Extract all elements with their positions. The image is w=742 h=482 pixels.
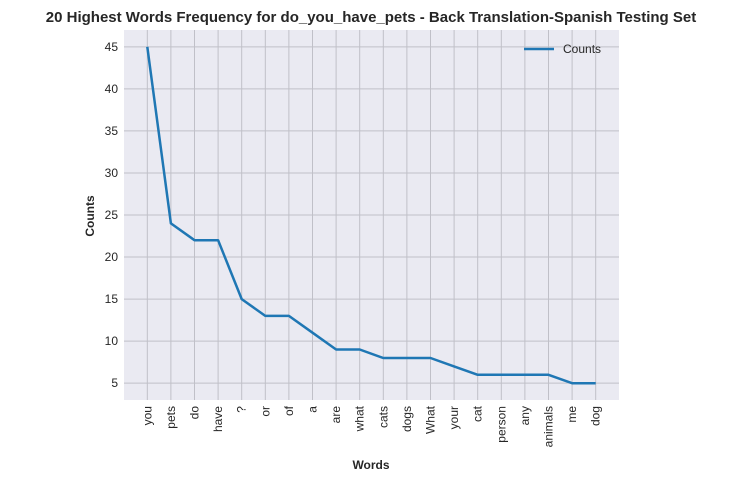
x-tick-label: what (353, 405, 367, 432)
y-tick-label: 35 (105, 124, 119, 138)
x-tick-label: of (282, 405, 296, 416)
x-tick-label: dogs (400, 406, 414, 432)
series-line-counts (146, 46, 596, 385)
chart-title: 20 Highest Words Frequency for do_you_ha… (46, 9, 696, 26)
x-tick-label: you (140, 406, 154, 425)
x-tick-label: dog (589, 406, 603, 426)
y-tick-label: 45 (105, 40, 119, 54)
y-tick-label: 15 (105, 292, 119, 306)
legend: Counts (524, 42, 601, 56)
y-tick-label: 30 (105, 166, 119, 180)
x-tick-label: a (306, 406, 320, 413)
x-tick-label: cat (471, 405, 485, 422)
y-tick-label: 40 (105, 82, 119, 96)
x-tick-label: animals (542, 406, 556, 447)
x-tick-label: your (447, 406, 461, 429)
x-tick-label: cats (376, 406, 390, 428)
y-axis-label: Counts (83, 195, 97, 237)
x-tick-label: ? (235, 406, 249, 413)
y-tick-label: 5 (111, 376, 118, 390)
x-tick-label: do (188, 406, 202, 420)
x-tick-label: me (565, 406, 579, 423)
x-tick-label: What (424, 405, 438, 434)
x-tick-label: or (258, 406, 272, 417)
legend-label-counts: Counts (563, 42, 601, 56)
x-tick-label: any (518, 406, 532, 425)
x-tick-label: person (494, 406, 508, 443)
x-tick-labels: you pets do have? or of a are what cats dogs What yo… (140, 405, 602, 447)
x-tick-label: pets (164, 406, 178, 429)
x-axis-label: Words (352, 458, 389, 472)
x-tick-label: have (211, 406, 225, 432)
y-tick-labels: 5 10 15 20 25 30 35 40 45 (105, 40, 119, 390)
y-tick-label: 10 (105, 334, 119, 348)
y-tick-label: 25 (105, 208, 119, 222)
x-tick-label: are (329, 406, 343, 424)
y-tick-label: 20 (105, 250, 119, 264)
